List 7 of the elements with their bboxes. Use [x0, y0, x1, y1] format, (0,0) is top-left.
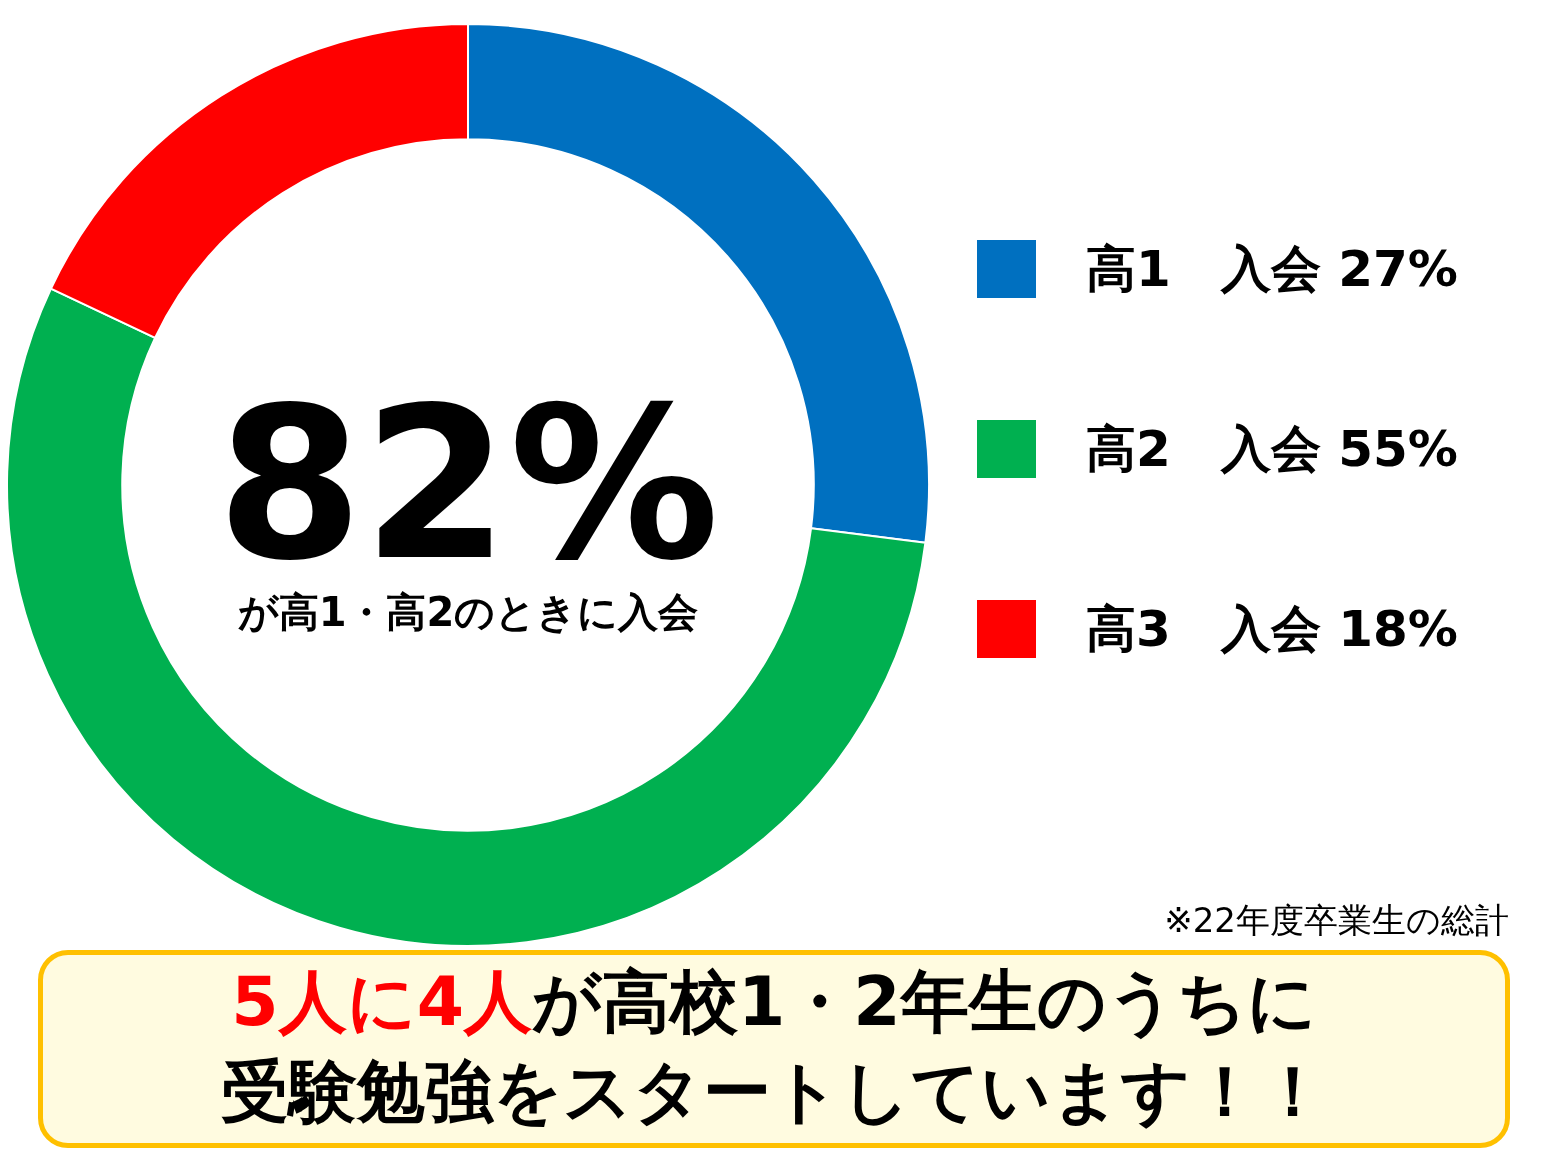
- text: が高校1・2年生のうちに: [532, 962, 1317, 1041]
- text: 5人に4人: [231, 962, 532, 1041]
- text: 受験勉強をスタートしています！！: [220, 1051, 1328, 1133]
- text: ※22年度卒業生の総計: [1164, 899, 1509, 942]
- legend-label: 高3 入会 18%: [1086, 598, 1458, 660]
- legend-label: 高1 入会 27%: [1086, 238, 1458, 300]
- legend-label: 高2 入会 55%: [1086, 418, 1458, 480]
